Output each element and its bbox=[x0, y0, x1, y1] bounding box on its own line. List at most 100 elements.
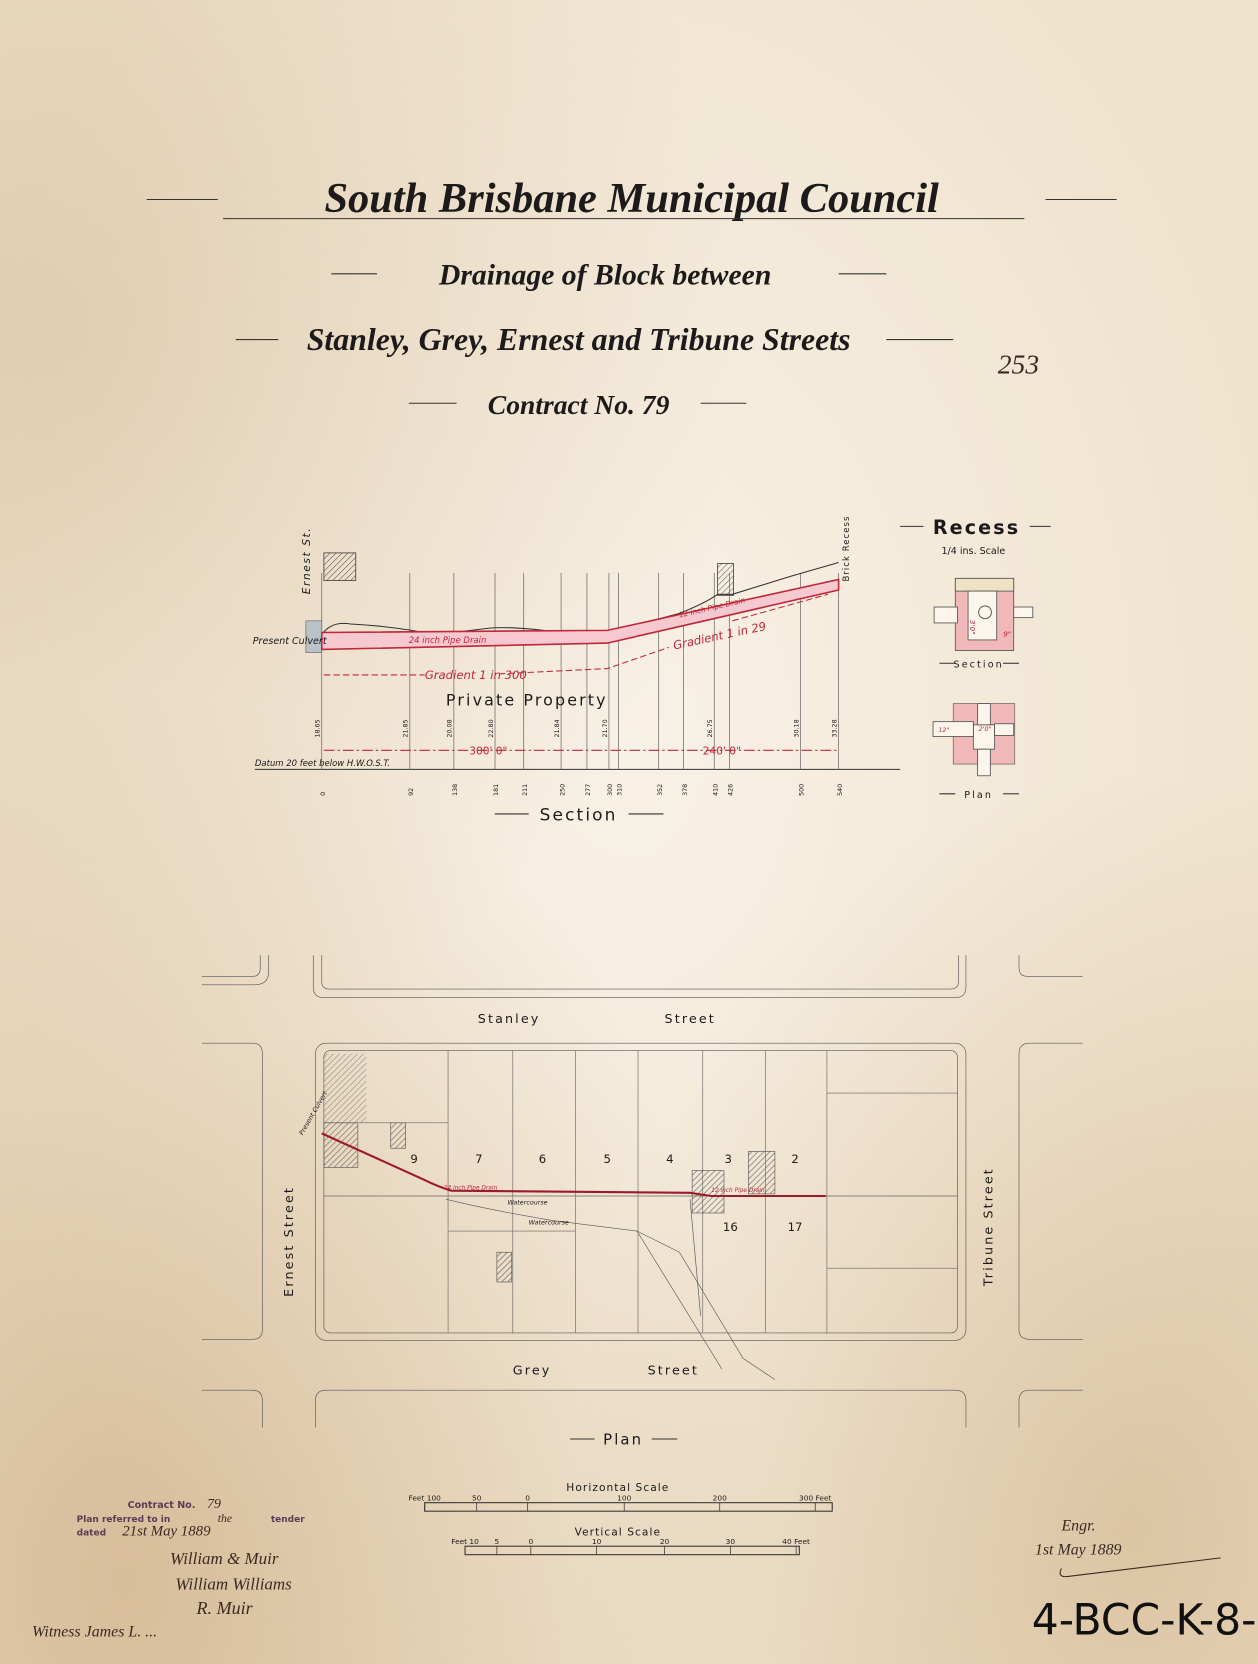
stanley-street-label: Street bbox=[665, 1012, 716, 1027]
watercourse-label: Watercourse bbox=[507, 1198, 547, 1206]
vertical-scale-title: Vertical Scale bbox=[575, 1526, 662, 1539]
engineer-date: 1st May 1889 bbox=[1035, 1542, 1122, 1559]
signature-2: William Williams bbox=[175, 1575, 292, 1594]
chainage-label: 540 bbox=[837, 784, 844, 796]
tribune-street-label: Tribune Street bbox=[981, 1167, 996, 1287]
chainage-label: 310 bbox=[617, 784, 624, 796]
length-300-label: 300' 0" bbox=[469, 745, 507, 758]
level-label: 18.65 bbox=[315, 719, 322, 737]
plan-pipe-drain bbox=[321, 1132, 826, 1198]
chainage-label: 92 bbox=[408, 788, 415, 796]
level-label: 22.80 bbox=[488, 719, 495, 737]
lot-numbers: 9 7 6 5 4 3 2 16 17 bbox=[410, 1152, 802, 1234]
lot-number: 2 bbox=[791, 1152, 798, 1166]
pipe-24-label: 24 inch Pipe Drain bbox=[409, 635, 487, 645]
scale-tick-label: 200 bbox=[713, 1494, 727, 1503]
length-240-label: 240' 0" bbox=[703, 745, 741, 758]
grey-label: Grey bbox=[513, 1363, 552, 1378]
lot-number: 6 bbox=[539, 1152, 546, 1166]
dim-3ft: 3'0" bbox=[968, 620, 977, 635]
chainage-label: 300 bbox=[607, 784, 614, 796]
chainage-label: 250 bbox=[559, 784, 566, 796]
chainage-label: 211 bbox=[522, 784, 529, 796]
contract-stamp: Contract No. 79 Plan referred to in the … bbox=[77, 1496, 306, 1540]
tender-label: tender bbox=[271, 1515, 305, 1525]
reference-number: 4-BCC-K-8-60 bbox=[1032, 1596, 1258, 1645]
level-label: 26.75 bbox=[707, 719, 714, 737]
level-label: 20.08 bbox=[447, 719, 454, 737]
chainage-label: 181 bbox=[493, 784, 500, 796]
scale-tick-label: 5 bbox=[495, 1537, 500, 1546]
chainage-label: 410 bbox=[712, 784, 719, 796]
contract-no-label: Contract No. bbox=[128, 1500, 196, 1511]
ernest-st-label: Ernest St. bbox=[300, 527, 313, 595]
plan-title: Plan bbox=[603, 1430, 643, 1448]
lot-boundaries bbox=[323, 1050, 958, 1333]
level-label: 21.70 bbox=[602, 719, 609, 737]
chainage-labels: 0 92 138 181 211 250 277 300 310 352 378 410 426 500 5… bbox=[320, 784, 844, 796]
grey-street-label: Street bbox=[648, 1363, 699, 1378]
section-title: Section bbox=[540, 805, 618, 825]
contract-title: Contract No. 79 bbox=[488, 389, 670, 420]
recess-scale: 1/4 ins. Scale bbox=[941, 546, 1005, 557]
level-label: 21.85 bbox=[403, 719, 410, 737]
dim-2ft: 2'0" bbox=[979, 726, 992, 733]
lot-number: 9 bbox=[410, 1152, 417, 1166]
scale-bars: Horizontal Scale Feet 100 50 0 100 200 300 Fe… bbox=[409, 1481, 833, 1556]
chainage-label: 138 bbox=[452, 784, 459, 796]
dim-9in: 9" bbox=[1003, 630, 1011, 639]
watercourse-label: Watercourse bbox=[529, 1219, 569, 1227]
witness-signature: Witness James L. ... bbox=[32, 1623, 157, 1640]
chainage-lines bbox=[321, 573, 839, 770]
chainage-label: 426 bbox=[728, 784, 735, 796]
recess-plan-label: Plan bbox=[964, 790, 993, 801]
title-block: South Brisbane Municipal Council Drainag… bbox=[146, 175, 1117, 420]
scale-tick-label: 40 Feet bbox=[782, 1537, 810, 1546]
recess-detail: Recess 1/4 ins. Scale 3'0" 9" Section 2'… bbox=[900, 516, 1051, 801]
level-label: 33.28 bbox=[832, 719, 839, 737]
pipe-drain bbox=[320, 578, 840, 651]
lot-number: 5 bbox=[604, 1152, 611, 1166]
ernest-street-label: Ernest Street bbox=[282, 1186, 297, 1297]
dated-label: dated bbox=[77, 1529, 106, 1539]
dim-12in: 12" bbox=[938, 727, 949, 734]
council-title: South Brisbane Municipal Council bbox=[324, 175, 939, 222]
chainage-label: 277 bbox=[585, 784, 592, 796]
gradient-300-label: Gradient 1 in 300 bbox=[425, 668, 527, 682]
signatures: William & Muir William Williams R. Muir … bbox=[32, 1517, 1221, 1640]
scale-tick-label: 50 bbox=[472, 1494, 482, 1503]
level-labels: 18.65 21.85 20.08 22.80 21.84 21.70 26.75 30.18… bbox=[315, 719, 839, 737]
private-property-label: Private Property bbox=[446, 691, 608, 710]
chainage-label: 0 bbox=[320, 792, 327, 796]
scale-tick-label: Feet 10 bbox=[451, 1537, 479, 1546]
datum-label: Datum 20 feet below H.W.O.S.T. bbox=[255, 758, 390, 768]
level-label: 21.84 bbox=[554, 719, 561, 737]
signature-3: R. Muir bbox=[196, 1598, 254, 1618]
signature-1: William & Muir bbox=[170, 1549, 279, 1568]
lot-number: 7 bbox=[475, 1152, 482, 1166]
scale-tick-label: 30 bbox=[726, 1537, 736, 1546]
building-hatch bbox=[323, 552, 357, 581]
longitudinal-section: Datum 20 feet below H.W.O.S.T. 24 inch P… bbox=[253, 516, 901, 825]
streets-title: Stanley, Grey, Ernest and Tribune Street… bbox=[307, 322, 851, 357]
brick-recess-label: Brick Recess bbox=[841, 516, 851, 582]
stanley-label: Stanley bbox=[478, 1012, 541, 1027]
contract-no-value: 79 bbox=[207, 1496, 221, 1511]
chainage-label: 352 bbox=[657, 784, 664, 796]
level-label: 30.18 bbox=[793, 719, 800, 737]
scale-tick-label: 10 bbox=[592, 1537, 602, 1546]
lot-number: 3 bbox=[725, 1152, 732, 1166]
scale-tick-label: 0 bbox=[528, 1537, 533, 1546]
site-plan: 24 inch Pipe Drain 12 inch Pipe Drain Wa… bbox=[201, 955, 1083, 1448]
plan-pipe-24-label: 24 inch Pipe Drain bbox=[444, 1186, 498, 1192]
plan-pipe-12-label: 12 inch Pipe Drain bbox=[711, 1188, 765, 1194]
sheet-number: 253 bbox=[998, 349, 1039, 380]
recess-title: Recess bbox=[933, 516, 1020, 539]
subtitle: Drainage of Block between bbox=[438, 259, 771, 291]
engineer-title: Engr. bbox=[1060, 1517, 1095, 1534]
plan-referred-value: the bbox=[218, 1512, 232, 1525]
present-culvert-label: Present Culvert bbox=[253, 636, 328, 647]
chainage-label: 500 bbox=[799, 784, 806, 796]
